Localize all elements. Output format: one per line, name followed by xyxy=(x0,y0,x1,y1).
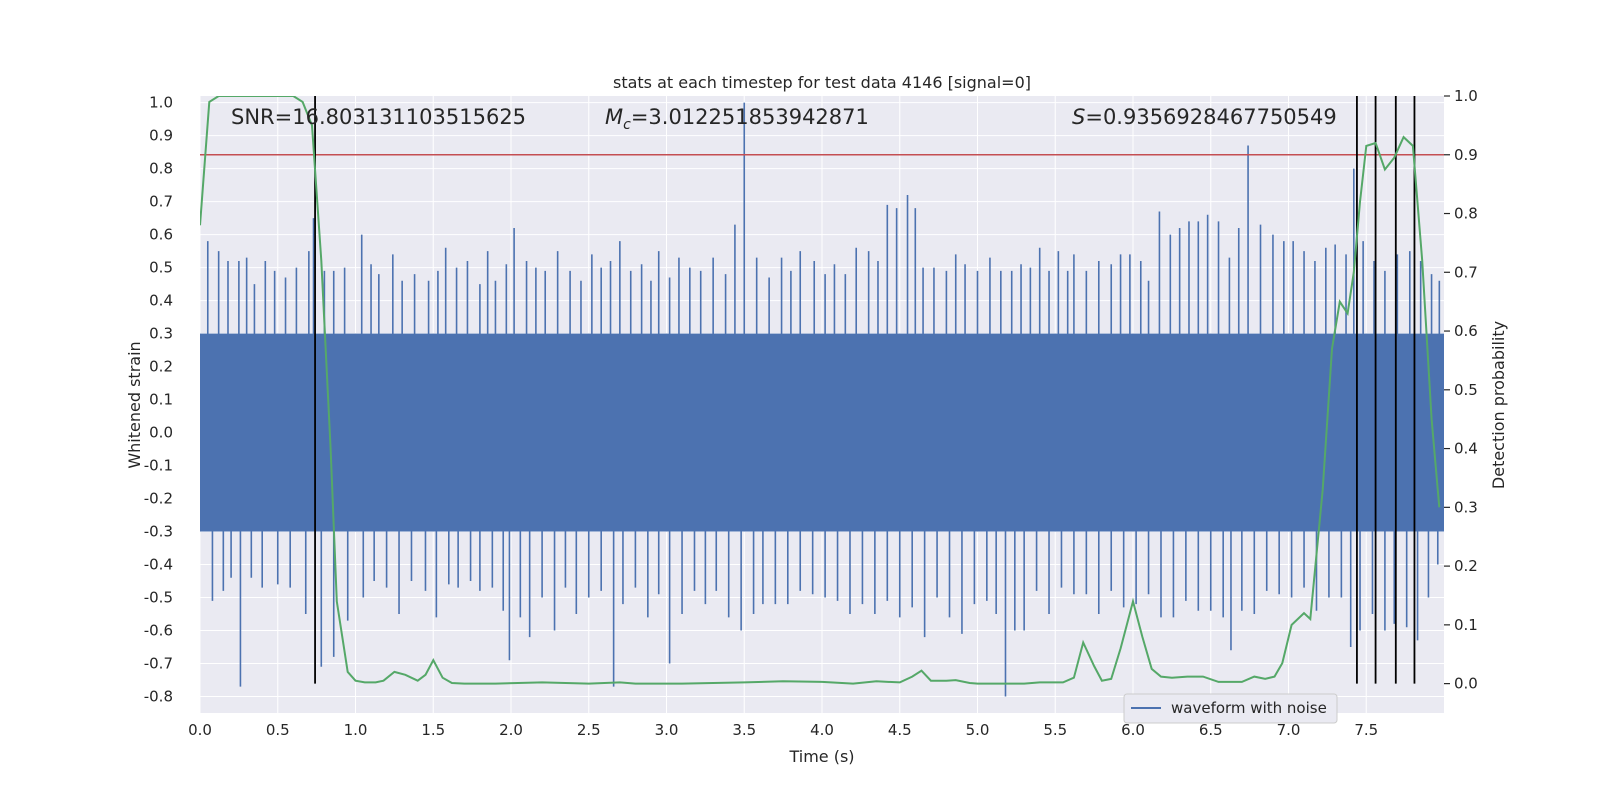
y-tick-label-left: 0.0 xyxy=(149,424,173,442)
y-tick-label-right: 1.0 xyxy=(1454,87,1478,105)
x-tick-label: 4.0 xyxy=(810,721,834,739)
chart-title: stats at each timestep for test data 414… xyxy=(613,73,1031,92)
y-tick-label-left: 0.2 xyxy=(149,358,173,376)
y-tick-label-left: -0.3 xyxy=(144,523,173,541)
y-tick-label-left: 0.5 xyxy=(149,259,173,277)
y-tick-label-left: -0.1 xyxy=(144,457,173,475)
y-tick-label-left: -0.4 xyxy=(144,556,173,574)
y-tick-label-right: 0.4 xyxy=(1454,440,1478,458)
y-tick-label-right: 0.8 xyxy=(1454,205,1478,223)
x-tick-label: 7.0 xyxy=(1277,721,1301,739)
x-tick-label: 4.5 xyxy=(888,721,912,739)
y-axis-label-right: Detection probability xyxy=(1489,321,1508,489)
x-tick-label: 2.0 xyxy=(499,721,523,739)
legend-label: waveform with noise xyxy=(1171,699,1327,717)
data-layer xyxy=(200,96,1444,697)
y-tick-label-left: -0.5 xyxy=(144,589,173,607)
x-tick-label: 7.5 xyxy=(1354,721,1378,739)
y-tick-label-left: -0.8 xyxy=(144,688,173,706)
y-tick-label-left: 0.1 xyxy=(149,391,173,409)
y-tick-label-left: 0.4 xyxy=(149,292,173,310)
y-tick-label-left: 0.9 xyxy=(149,127,173,145)
x-tick-label: 1.5 xyxy=(421,721,445,739)
y-tick-label-right: 0.7 xyxy=(1454,263,1478,281)
x-tick-label: 3.0 xyxy=(655,721,679,739)
y-tick-label-left: 0.6 xyxy=(149,226,173,244)
y-tick-label-right: 0.9 xyxy=(1454,146,1478,164)
legend: waveform with noise xyxy=(1123,693,1338,724)
legend-box xyxy=(1123,693,1338,724)
y-tick-label-left: -0.2 xyxy=(144,490,173,508)
y-tick-label-right: 0.6 xyxy=(1454,322,1478,340)
snr-annotation: SNR=16.803131103515625 xyxy=(231,105,526,129)
chirp-mass-annotation: Mc=3.012251853942871 xyxy=(605,105,869,133)
y-tick-label-left: 1.0 xyxy=(149,94,173,112)
y-tick-label-left: -0.7 xyxy=(144,655,173,673)
x-tick-label: 2.5 xyxy=(577,721,601,739)
s-annotation: S=0.9356928467750549 xyxy=(1072,105,1337,129)
x-tick-label: 0.0 xyxy=(188,721,212,739)
y-tick-label-right: 0.3 xyxy=(1454,498,1478,516)
y-tick-label-right: 0.5 xyxy=(1454,381,1478,399)
y-tick-label-right: 0.1 xyxy=(1454,616,1478,634)
y-tick-label-left: -0.6 xyxy=(144,622,173,640)
x-tick-label: 1.0 xyxy=(344,721,368,739)
ticks-layer: 0.0 0.5 1.0 1.5 2.0 2.5 3.0 3.5 4.0 4.5 5.0 5.5 6.0 6… xyxy=(144,87,1478,739)
x-tick-label: 6.5 xyxy=(1199,721,1223,739)
x-tick-label: 5.5 xyxy=(1043,721,1067,739)
y-tick-label-right: 0.0 xyxy=(1454,675,1478,693)
x-tick-label: 0.5 xyxy=(266,721,290,739)
y-tick-label-left: 0.7 xyxy=(149,193,173,211)
waveform-band xyxy=(200,333,1444,532)
y-tick-label-right: 0.2 xyxy=(1454,557,1478,575)
detection-probability-line xyxy=(200,96,1441,685)
y-tick-label-left: 0.8 xyxy=(149,160,173,178)
x-tick-label: 3.5 xyxy=(732,721,756,739)
x-tick-label: 6.0 xyxy=(1121,721,1145,739)
x-tick-label: 5.0 xyxy=(966,721,990,739)
y-axis-label-left: Whitened strain xyxy=(125,341,144,468)
x-axis-label: Time (s) xyxy=(788,747,854,766)
y-tick-label-left: 0.3 xyxy=(149,325,173,343)
